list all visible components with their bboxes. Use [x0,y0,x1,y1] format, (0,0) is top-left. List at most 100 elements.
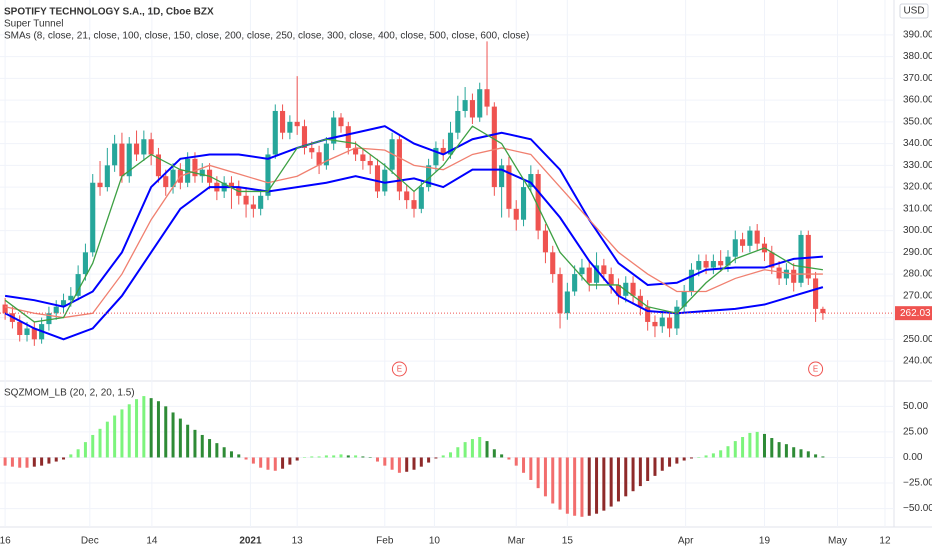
candle-body [265,154,271,196]
earnings-marker [808,361,824,377]
candle-body [280,110,286,133]
momentum-bar [784,444,788,458]
candle-body [754,230,760,244]
earnings-label: E [397,365,402,374]
momentum-bar [441,455,445,458]
momentum-bar [47,457,51,464]
y-tick-label: 390.00 [903,29,932,40]
candle-body [97,182,103,188]
candle-body [601,265,607,275]
x-tick-label: 16 [0,536,11,547]
momentum-bar [449,452,453,458]
y-tick-label: 280.00 [903,269,932,280]
candle-body [338,117,344,127]
momentum-bar [54,457,58,462]
candle-body [776,267,782,279]
momentum-bar [32,457,36,467]
candle-body [477,89,483,118]
candle-body [447,132,454,155]
last-price-label: 262.03 [900,308,931,319]
momentum-bar [646,457,650,481]
candle-body [652,321,658,327]
indicator-label: SMAs (8, close, 21, close, 100, close, 1… [4,31,529,42]
momentum-bar [171,412,175,458]
momentum-bar [529,457,533,480]
momentum-bar [156,401,160,458]
momentum-bar [595,457,599,514]
y-tick-label: 310.00 [903,203,932,214]
currency-label[interactable]: USD [903,6,924,17]
y-tick-label: 330.00 [903,160,932,171]
momentum-bar [821,456,825,458]
candle-body [170,169,176,188]
x-tick-label: Feb [376,536,394,547]
momentum-bar [638,457,642,487]
candle-body [119,143,125,177]
momentum-bar [434,457,438,459]
moving-average-line [4,168,824,341]
candle-body [710,261,716,268]
x-tick-label: 13 [292,536,304,547]
momentum-bar [806,451,810,458]
candle-body [426,165,432,188]
momentum-bar [719,450,723,458]
momentum-bar [602,457,606,511]
y-tick-label: 340.00 [903,138,932,149]
momentum-bar [514,457,518,466]
y-tick-label: 50.00 [903,401,928,412]
candle-body [133,143,140,155]
momentum-bar [463,442,467,458]
candle-body [192,158,198,177]
candle-body [783,269,789,279]
candle-body [520,187,527,220]
momentum-bar [361,456,365,458]
momentum-bar [354,455,358,458]
momentum-bar [536,457,540,489]
momentum-bar [127,404,131,458]
momentum-bar [164,406,168,458]
momentum-bar [573,457,577,516]
momentum-bar [25,457,29,468]
momentum-bar [332,455,336,458]
candle-body [513,208,519,220]
momentum-bar [135,399,139,458]
candle-body [126,143,132,177]
candle-body [382,169,388,192]
momentum-bar [83,442,87,458]
candle-body [46,313,52,325]
momentum-bar [777,442,781,458]
candle-body [301,126,308,148]
y-tick-label: 350.00 [903,116,932,127]
y-tick-label: 240.00 [903,356,932,367]
candle-body [491,106,497,188]
candle-body [24,328,30,335]
candle-body [615,284,622,296]
candle-body [345,126,351,148]
chart-title: SPOTIFY TECHNOLOGY S.A., 1D, Cboe BZX [4,7,214,18]
candle-body [593,265,600,283]
x-tick-label: May [828,536,847,547]
candle-body [645,306,651,322]
momentum-bar [237,454,241,458]
momentum-bar [668,457,672,467]
candle-body [294,121,300,127]
momentum-bar [660,457,664,471]
candle-body [353,147,359,155]
x-tick-label: 12 [879,536,891,547]
momentum-bar [478,437,482,458]
candle-body [667,317,673,329]
candle-body [740,239,746,246]
momentum-bar [375,457,379,462]
momentum-bar [397,457,401,473]
momentum-bar [500,454,504,458]
momentum-bar [346,455,350,458]
y-tick-label: 320.00 [903,182,932,193]
candle-body [623,282,629,296]
candle-body [155,154,162,177]
momentum-bar [178,418,182,458]
momentum-bar [507,457,511,460]
y-tick-label: 0.00 [903,452,923,463]
currency-box[interactable] [899,3,929,19]
